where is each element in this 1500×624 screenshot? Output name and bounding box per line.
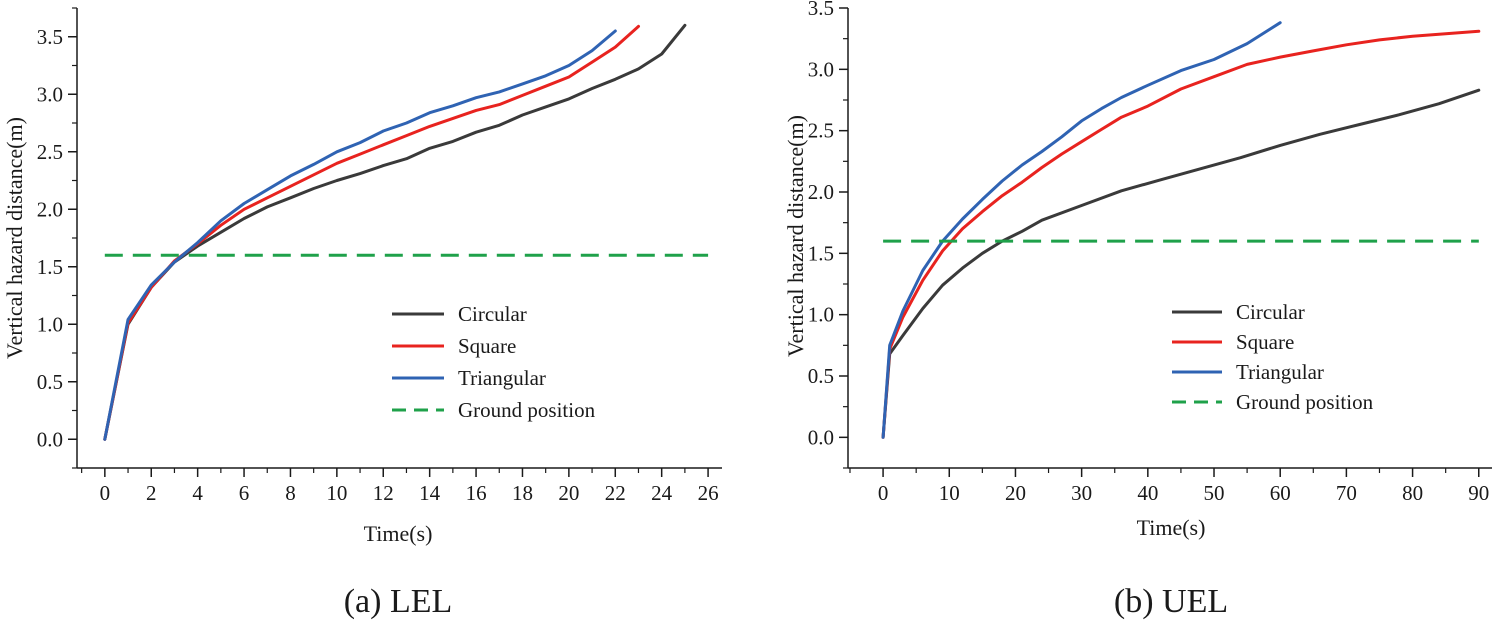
panel-uel: 0 10 20 30 40 50 60 70 80 90 0.0 0.5 1.0 1.5 2.0 2.5 3.0… [783, 0, 1492, 620]
uel-y-tick-label: 1.0 [808, 303, 834, 327]
uel-series-triangular [881, 21, 1282, 439]
uel-x-tick-label: 20 [1005, 481, 1026, 505]
uel-x-tick-label: 90 [1468, 481, 1489, 505]
uel-y-tick-label: 0.0 [808, 425, 834, 449]
uel-x-tick-label: 80 [1402, 481, 1423, 505]
uel-legend: Circular Square Triangular Ground position [1172, 300, 1374, 414]
lel-x-tick-label: 4 [192, 481, 203, 505]
uel-caption: (b) UEL [1114, 583, 1228, 620]
uel-x-tick-label: 10 [939, 481, 960, 505]
lel-plot-area: 0 2 4 6 8 10 12 14 16 18 20 22 24 260.00.51.01.52.02.… [37, 7, 722, 505]
uel-y-axis-title: Vertical hazard distance(m) [783, 115, 808, 357]
lel-x-tick-label: 24 [651, 481, 673, 505]
uel-y-tick-label: 3.0 [808, 57, 834, 81]
lel-y-tick-label: 1.5 [37, 255, 63, 279]
lel-legend-label: Square [458, 334, 516, 358]
lel-x-tick-label: 6 [239, 481, 250, 505]
uel-legend-label: Square [1236, 330, 1294, 354]
lel-series-circular [103, 23, 687, 441]
lel-series-triangular [103, 29, 617, 441]
uel-x-tick-label: 60 [1270, 481, 1291, 505]
lel-legend-label: Circular [458, 302, 527, 326]
uel-legend-label: Ground position [1236, 390, 1374, 414]
uel-plot-area: 0 10 20 30 40 50 60 70 80 90 0.0 0.5 1.0 1.5 2.0 2.5 3.0… [808, 0, 1492, 505]
uel-series-circular [881, 88, 1481, 439]
lel-y-axis-title: Vertical hazard distance(m) [2, 117, 27, 359]
lel-y-tick-label: 1.0 [37, 312, 63, 336]
lel-x-tick-label: 8 [285, 481, 296, 505]
uel-y-tick-label: 2.0 [808, 180, 834, 204]
lel-x-axis-title: Time(s) [364, 521, 433, 546]
lel-x-tick-label: 0 [100, 481, 111, 505]
uel-y-tick-label: 2.5 [808, 119, 834, 143]
lel-x-tick-label: 18 [512, 481, 533, 505]
uel-x-axis-title: Time(s) [1137, 515, 1206, 540]
lel-y-tick-label: 0.5 [37, 370, 63, 394]
lel-y-tick-label: 3.0 [37, 82, 63, 106]
uel-y-tick-label: 3.5 [808, 0, 834, 20]
lel-legend: Circular Square Triangular Ground position [392, 302, 596, 422]
lel-caption: (a) LEL [344, 583, 453, 620]
lel-y-tick-label: 2.0 [37, 197, 63, 221]
lel-legend-label: Triangular [458, 366, 546, 390]
uel-series-square [881, 29, 1481, 439]
uel-x-tick-label: 70 [1336, 481, 1357, 505]
lel-x-tick-label: 16 [466, 481, 487, 505]
lel-y-tick-label: 2.5 [37, 140, 63, 164]
uel-x-tick-label: 30 [1071, 481, 1092, 505]
uel-legend-label: Triangular [1236, 360, 1324, 384]
lel-y-tick-label: 3.5 [37, 25, 63, 49]
uel-x-tick-label: 50 [1204, 481, 1225, 505]
uel-y-tick-label: 0.5 [808, 364, 834, 388]
panel-lel: 0 2 4 6 8 10 12 14 16 18 20 22 24 260.00.51.01.52.02.… [2, 7, 722, 620]
lel-x-tick-label: 2 [146, 481, 157, 505]
lel-legend-label: Ground position [458, 398, 596, 422]
lel-y-tick-label: 0.0 [37, 427, 63, 451]
lel-x-tick-label: 26 [698, 481, 719, 505]
uel-x-tick-label: 40 [1137, 481, 1158, 505]
lel-x-tick-label: 22 [605, 481, 626, 505]
uel-x-tick-label: 0 [878, 481, 889, 505]
lel-x-tick-label: 12 [373, 481, 394, 505]
lel-x-tick-label: 14 [419, 481, 441, 505]
lel-x-tick-label: 10 [326, 481, 347, 505]
lel-x-tick-label: 20 [558, 481, 579, 505]
uel-y-tick-label: 1.5 [808, 241, 834, 265]
uel-legend-label: Circular [1236, 300, 1305, 324]
lel-series-square [103, 24, 640, 441]
